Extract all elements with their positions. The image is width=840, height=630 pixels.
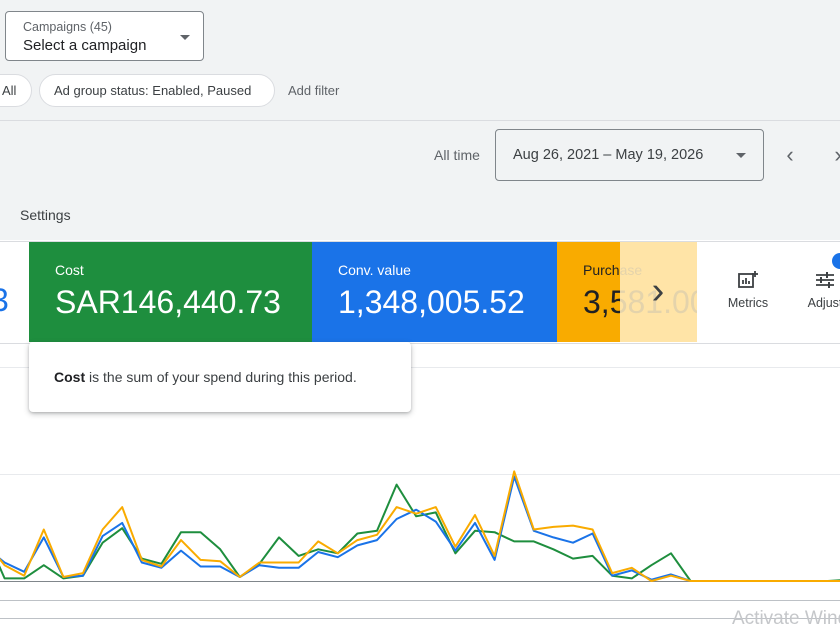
tab-settings[interactable]: Settings [20,207,71,223]
metrics-button[interactable]: Metrics [722,270,774,310]
tune-icon [816,272,834,288]
tooltip-term: Cost [54,369,86,385]
filter-chip-all[interactable]: All [0,74,32,107]
chart-series-line-2 [0,475,840,582]
campaign-selector-label: Campaigns (45) [23,20,112,34]
campaign-selector-value: Select a campaign [23,37,147,54]
scorecard-title: Conv. value [338,262,411,278]
add-filter-button[interactable]: Add filter [288,83,340,98]
campaign-selector[interactable]: Campaigns (45) Select a campaign [5,11,204,61]
scorecard-purchase[interactable]: Purchase 3,581.00 [557,242,697,342]
filter-chip-ad-group-status[interactable]: Ad group status: Enabled, Paused [39,74,275,107]
chart-series-line-3 [0,470,840,582]
metrics-icon [738,271,758,288]
metrics-label: Metrics [727,296,769,310]
date-range-value: Aug 26, 2021 – May 19, 2026 [513,147,704,163]
adjust-label: Adjust [807,296,840,310]
scorecard-value: 1,348,005.52 [338,284,525,320]
adjust-button[interactable]: Adjust [803,270,840,310]
divider [0,120,840,121]
scorecard-cost[interactable]: Cost SAR146,440.73 [29,242,312,342]
next-period-button[interactable]: › [823,140,840,170]
scorecard-value: SAR146,440.73 [55,284,281,320]
chevron-down-icon [180,35,190,40]
chevron-right-icon[interactable]: › [651,270,665,312]
cost-tooltip: Cost is the sum of your spend during thi… [29,342,411,412]
chevron-down-icon [736,153,746,158]
scorecards: Cost SAR146,440.73 Conv. value 1,348,005… [0,241,840,344]
adjust-badge [832,253,840,269]
scorecard-title: Purchase [583,262,643,278]
date-preset-label: All time [434,147,480,163]
scorecard-title: Cost [55,262,84,278]
activation-watermark: Activate Windows [732,608,840,629]
scorecard-conv-value[interactable]: Conv. value 1,348,005.52 [312,242,557,342]
date-range-selector[interactable]: Aug 26, 2021 – May 19, 2026 [495,129,764,181]
tooltip-text: is the sum of your spend during this per… [85,369,357,385]
scorecard-partial-value: 3 [0,282,9,319]
previous-period-button[interactable]: ‹ [786,142,794,167]
